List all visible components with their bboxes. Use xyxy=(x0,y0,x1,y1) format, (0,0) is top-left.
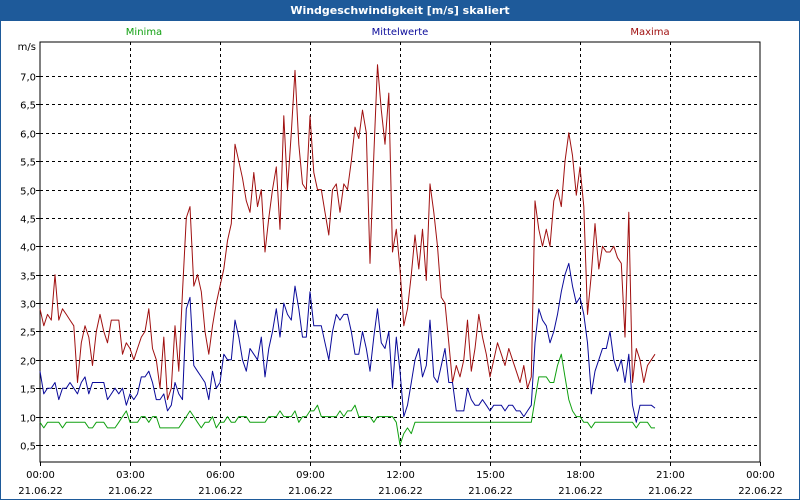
x-tick-date: 21.06.22 xyxy=(648,486,693,497)
y-tick-label: 0,5 xyxy=(20,442,36,453)
x-tick-time: 21:00 xyxy=(656,470,685,481)
series-line-maxima xyxy=(39,64,656,401)
y-tick-label: 6,5 xyxy=(20,101,36,112)
y-tick-label: 3,0 xyxy=(20,300,36,311)
legend-maxima: Maxima xyxy=(630,27,669,38)
x-tick-time: 06:00 xyxy=(206,470,235,481)
x-tick-time: 12:00 xyxy=(386,470,415,481)
series-line-minima xyxy=(39,353,655,446)
series-line-mittelwerte xyxy=(39,262,656,423)
x-tick-date: 21.06.22 xyxy=(468,486,513,497)
y-tick-label: 6,0 xyxy=(20,130,36,141)
x-tick-date: 21.06.22 xyxy=(288,486,333,497)
y-tick-label: 1,5 xyxy=(20,385,36,396)
x-tick-date: 21.06.22 xyxy=(108,486,153,497)
y-tick-label: 5,5 xyxy=(20,158,36,169)
legend-mittelwerte: Mittelwerte xyxy=(372,27,429,38)
x-tick-time: 00:00 xyxy=(746,470,775,481)
x-tick-date: 21.06.22 xyxy=(378,486,423,497)
y-tick-label: 2,0 xyxy=(20,357,36,368)
y-axis-label: m/s xyxy=(18,42,36,53)
x-tick-date: 21.06.22 xyxy=(18,486,63,497)
x-tick-time: 15:00 xyxy=(476,470,505,481)
y-tick-label: 2,5 xyxy=(20,328,36,339)
y-tick-label: 4,0 xyxy=(20,243,36,254)
y-tick-label: 5,0 xyxy=(20,187,36,198)
x-tick-time: 18:00 xyxy=(566,470,595,481)
y-tick-label: 3,5 xyxy=(20,272,36,283)
y-tick-label: 4,5 xyxy=(20,215,36,226)
legend-minima: Minima xyxy=(126,27,162,38)
x-tick-date: 21.06.22 xyxy=(198,486,243,497)
x-tick-date: 22.06.22 xyxy=(738,486,783,497)
x-tick-time: 03:00 xyxy=(116,470,145,481)
x-tick-date: 21.06.22 xyxy=(558,486,603,497)
x-tick-time: 00:00 xyxy=(26,470,55,481)
y-tick-label: 1,0 xyxy=(20,414,36,425)
x-tick-time: 09:00 xyxy=(296,470,325,481)
window-title: Windgeschwindigkeit [m/s] skaliert xyxy=(1,1,799,21)
y-tick-label: 7,0 xyxy=(20,73,36,84)
